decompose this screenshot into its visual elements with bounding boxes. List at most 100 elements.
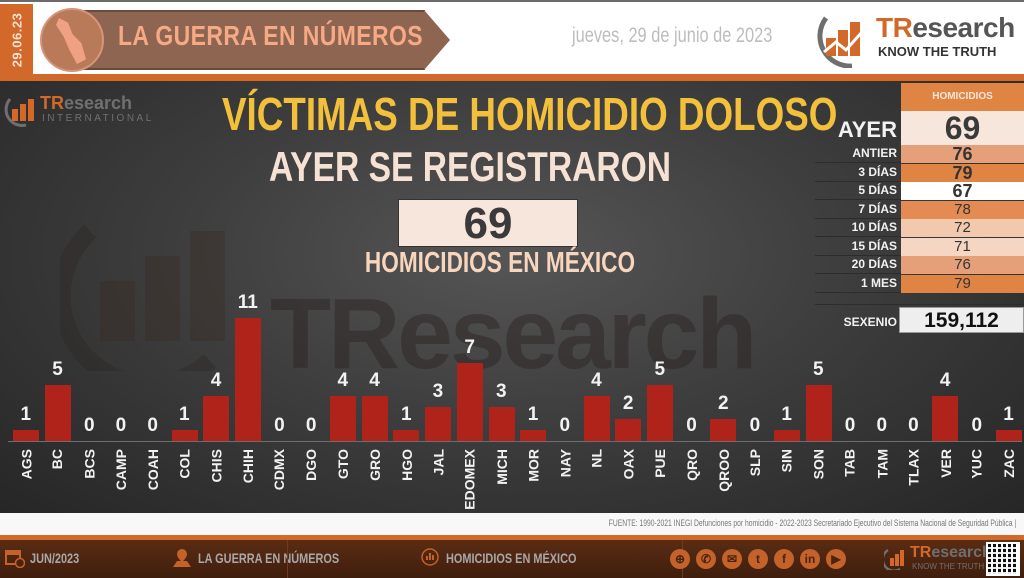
bar-gro: 4 GRO xyxy=(359,81,391,513)
tresearch-international-logo: TResearch INTERNATIONAL xyxy=(4,91,151,131)
bar-category-label: JAL xyxy=(430,449,447,476)
bar-category-label: HGO xyxy=(398,449,415,481)
date-tab: 29.06.23 xyxy=(0,4,33,76)
bar-value-label: 0 xyxy=(971,415,983,436)
bar-category-label: TAB xyxy=(842,449,859,477)
bar-value-label: 4 xyxy=(210,370,222,392)
stats-row-value: 72 xyxy=(901,219,1024,237)
facebook-icon[interactable]: f xyxy=(774,549,794,569)
bar-category-label: TAM xyxy=(873,449,890,479)
bar-value-label: 0 xyxy=(876,415,888,436)
stats-row-label: 10 DÍAS xyxy=(851,220,897,234)
bar-category-label: SLP xyxy=(747,449,764,477)
bar-category-label: YUC xyxy=(969,449,985,479)
map-pin-icon xyxy=(173,549,191,567)
bar-category-label: SIN xyxy=(778,449,795,473)
stats-row: 20 DÍAS 76 xyxy=(815,256,1024,274)
bar-value-label: 0 xyxy=(686,415,697,436)
email-icon[interactable]: ✉ xyxy=(722,549,742,569)
linkedin-icon[interactable]: in xyxy=(800,549,820,569)
bar-rect xyxy=(171,429,198,441)
footer: JUN/2023 LA GUERRA EN NÚMEROS HOMICIDIOS… xyxy=(0,540,1024,578)
bar-category-label: SON xyxy=(810,449,827,480)
bar-rect xyxy=(361,396,388,441)
bar-qro: 0 QRO xyxy=(676,81,708,513)
bar-sin: 1 SIN xyxy=(771,81,803,513)
calendar-clock-icon xyxy=(5,550,25,568)
bar-category-label: ZAC xyxy=(1000,449,1017,478)
total-homicides-box: 69 xyxy=(398,199,578,248)
bar-category-label: OAX xyxy=(620,449,637,480)
stats-row-label: ANTIER xyxy=(852,146,897,160)
subtitle: AYER SE REGISTRARON xyxy=(268,143,672,190)
bar-rect xyxy=(583,396,610,441)
bar-category-label: TLAX xyxy=(905,449,922,486)
globe-icon[interactable]: ⊕ xyxy=(670,549,690,569)
bar-value-label: 2 xyxy=(622,392,634,414)
bar-value-label: 2 xyxy=(717,392,729,414)
bar-value-label: 1 xyxy=(179,403,190,425)
bar-value-label: 4 xyxy=(591,370,602,392)
qr-code[interactable] xyxy=(986,542,1020,576)
date-short: 29.06.23 xyxy=(9,12,24,68)
stats-row: ANTIER 76 xyxy=(815,145,1024,163)
bar-category-label: GRO xyxy=(366,449,383,481)
youtube-icon[interactable]: ▶ xyxy=(826,549,846,569)
bar-rect xyxy=(710,418,737,441)
bar-rect xyxy=(330,396,356,441)
ayer-value: 69 xyxy=(901,111,1024,145)
bar-value-label: 1 xyxy=(1003,403,1014,425)
footer-topic: HOMICIDIOS EN MÉXICO xyxy=(446,550,577,566)
tresearch-chart-logo-icon xyxy=(884,548,904,570)
twitter-icon[interactable]: t xyxy=(748,549,768,569)
ayer-label: AYER xyxy=(837,117,897,142)
bar-rect xyxy=(995,429,1022,441)
bar-camp: 0 CAMP xyxy=(105,81,137,513)
bar-value-label: 0 xyxy=(844,415,856,436)
stats-row-label: 1 MES xyxy=(860,275,897,290)
banner-arrow-shape xyxy=(424,10,450,70)
bar-gto: 4 GTO xyxy=(327,81,359,513)
bar-bc: 5 BC xyxy=(42,81,74,513)
stats-row-value: 71 xyxy=(901,237,1024,256)
bar-zac: 1 ZAC xyxy=(993,81,1024,513)
bar-dgo: 0 DGO xyxy=(295,81,327,513)
bar-nay: 0 NAY xyxy=(549,81,581,513)
bar-value-label: 7 xyxy=(464,336,475,358)
bar-value-label: 5 xyxy=(654,359,666,380)
bar-category-label: AGS xyxy=(18,449,34,480)
whatsapp-icon[interactable]: ✆ xyxy=(696,549,716,569)
bar-value-label: 0 xyxy=(559,415,571,436)
bar-rect xyxy=(773,429,800,441)
bar-value-label: 5 xyxy=(52,359,63,380)
bar-category-label: COL xyxy=(176,449,193,479)
bar-category-label: PUE xyxy=(652,449,668,478)
bar-value-label: 4 xyxy=(369,370,380,392)
main-panel: TResearch TResearch INTERNATIONAL VÍCTIM… xyxy=(0,81,1024,513)
bar-category-label: BCS xyxy=(81,449,98,479)
bar-value-label: 1 xyxy=(527,403,539,425)
bar-bcs: 0 BCS xyxy=(73,81,105,513)
bar-mich: 3 MICH xyxy=(486,81,518,513)
bar-value-label: 0 xyxy=(83,415,95,436)
watermark-logo-icon xyxy=(60,224,225,371)
bar-rect xyxy=(13,429,39,441)
bar-rect xyxy=(456,362,483,441)
bar-coah: 0 COAH xyxy=(137,81,169,513)
bar-pue: 5 PUE xyxy=(644,81,676,513)
total-caption: HOMICIDIOS EN MÉXICO xyxy=(364,247,636,279)
bar-tlax: 0 TLAX xyxy=(898,81,930,513)
bar-rect xyxy=(932,396,959,441)
bar-category-label: NL xyxy=(588,449,605,468)
bar-col: 1 COL xyxy=(169,81,201,513)
stats-row: 7 DÍAS 78 xyxy=(815,200,1024,219)
bar-category-label: VER xyxy=(937,449,954,478)
chart-baseline xyxy=(8,441,1022,442)
sexenio-label: SEXENIO xyxy=(843,315,897,329)
bar-value-label: 5 xyxy=(813,359,824,380)
bar-category-label: GTO xyxy=(335,449,351,480)
stats-row: 1 MES 79 xyxy=(815,274,1024,293)
bar-category-label: EDOMEX xyxy=(461,449,478,510)
bar-slp: 0 SLP xyxy=(739,81,771,513)
sexenio-value: 159,112 xyxy=(899,307,1024,333)
